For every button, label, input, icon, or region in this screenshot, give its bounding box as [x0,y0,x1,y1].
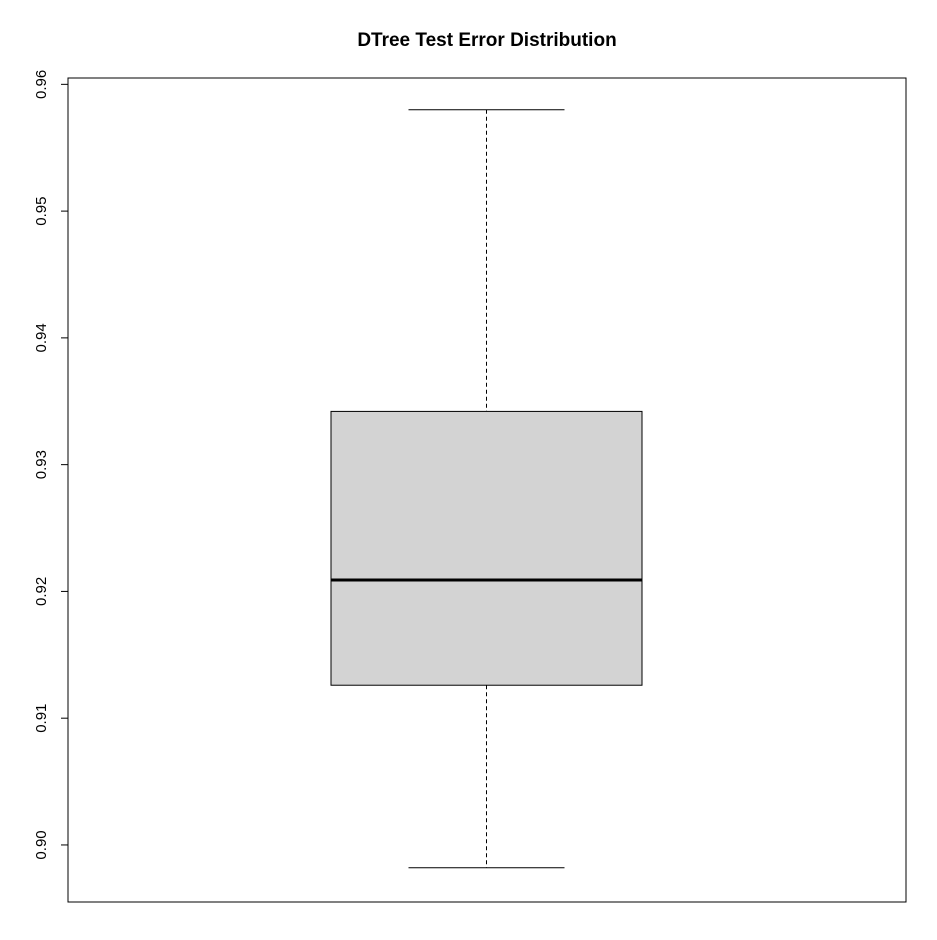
y-tick-label: 0.93 [33,450,50,479]
y-tick-label: 0.90 [33,830,50,859]
iqr-box [330,410,643,686]
box-group [330,109,643,869]
y-axis: 0.90 0.91 0.92 0.93 0.94 0.95 0.96 [33,70,69,860]
chart-title: DTree Test Error Distribution [357,30,616,51]
y-tick-label: 0.92 [33,577,50,606]
y-tick-label: 0.95 [33,197,50,226]
y-tick-label: 0.94 [33,323,50,352]
y-tick-label: 0.91 [33,704,50,733]
y-tick-label: 0.96 [33,70,50,99]
